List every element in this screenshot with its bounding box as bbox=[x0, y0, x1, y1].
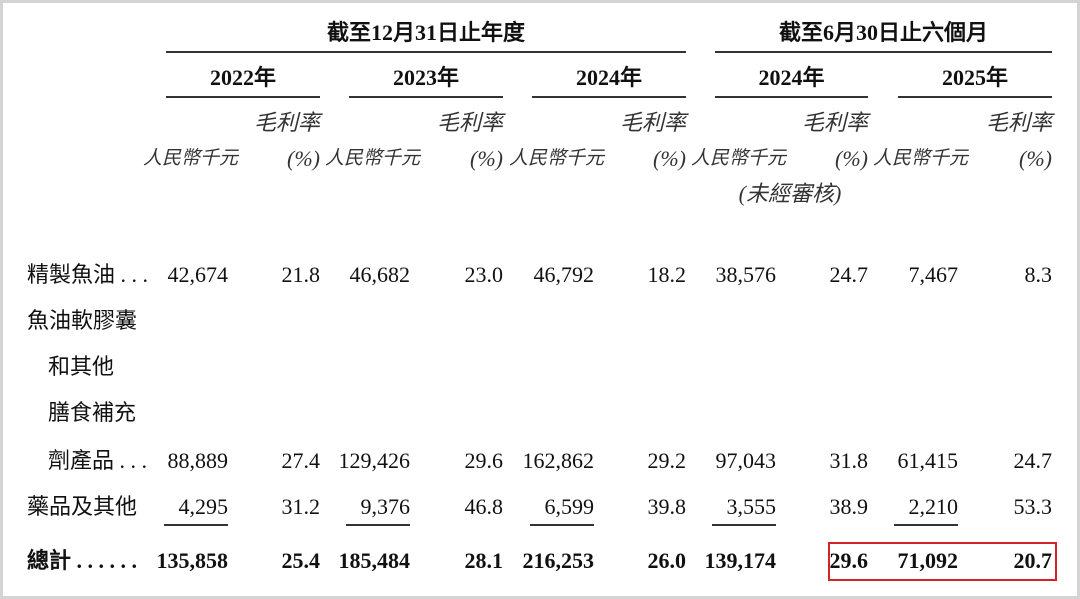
row-label: 藥品及其他 bbox=[27, 494, 138, 519]
year-rule bbox=[166, 96, 320, 98]
percent-label: (%) bbox=[287, 146, 320, 171]
amount-cell: 42,674 bbox=[167, 262, 229, 287]
row-label-line: 膳食補充 bbox=[48, 400, 137, 425]
margin-label: 毛利率 bbox=[436, 110, 503, 135]
amount-cell: 38,576 bbox=[715, 262, 777, 287]
highlight-box bbox=[828, 542, 1057, 581]
amount-label: 人民幣千元 bbox=[143, 148, 239, 169]
row-label-line: 和其他 bbox=[48, 354, 115, 379]
margin-cell: 21.8 bbox=[281, 262, 321, 287]
amount-cell: 6,599 bbox=[544, 494, 595, 519]
header-full-year: 截至12月31日止年度 bbox=[326, 20, 525, 45]
percent-label: (%) bbox=[1019, 146, 1052, 171]
margin-cell: 53.3 bbox=[1013, 494, 1053, 519]
margin-cell: 31.8 bbox=[829, 448, 869, 473]
amount-cell: 129,426 bbox=[338, 448, 411, 473]
year-rule bbox=[532, 96, 686, 98]
subtotal-rule bbox=[164, 524, 228, 526]
header-rule bbox=[166, 51, 686, 53]
amount-cell: 71,092 bbox=[897, 548, 959, 573]
margin-cell: 23.0 bbox=[464, 262, 504, 287]
margin-label: 毛利率 bbox=[985, 110, 1052, 135]
amount-cell: 46,682 bbox=[349, 262, 411, 287]
margin-cell: 26.0 bbox=[647, 548, 687, 573]
row-label: 總計 . . . . . . bbox=[27, 548, 138, 573]
amount-label: 人民幣千元 bbox=[691, 148, 787, 169]
amount-cell: 97,043 bbox=[715, 448, 777, 473]
margin-cell: 31.2 bbox=[281, 494, 321, 519]
year-rule bbox=[898, 96, 1052, 98]
year-header: 2022年 bbox=[209, 65, 276, 90]
amount-cell: 46,792 bbox=[533, 262, 595, 287]
subtotal-rule bbox=[346, 524, 410, 526]
percent-label: (%) bbox=[835, 146, 868, 171]
margin-cell: 24.7 bbox=[829, 262, 869, 287]
amount-cell: 4,295 bbox=[178, 494, 229, 519]
margin-cell: 29.2 bbox=[647, 448, 687, 473]
year-header: 2025年 bbox=[941, 65, 1008, 90]
margin-label: 毛利率 bbox=[801, 110, 868, 135]
header-rule bbox=[715, 51, 1052, 53]
amount-cell: 135,858 bbox=[156, 548, 229, 573]
amount-cell: 162,862 bbox=[522, 448, 595, 473]
margin-label: 毛利率 bbox=[253, 110, 320, 135]
amount-cell: 185,484 bbox=[338, 548, 411, 573]
margin-cell: 29.6 bbox=[464, 448, 504, 473]
subtotal-rule bbox=[894, 524, 958, 526]
amount-label: 人民幣千元 bbox=[873, 148, 969, 169]
amount-cell: 3,555 bbox=[726, 494, 777, 519]
row-label-line: 魚油軟膠囊 bbox=[27, 308, 138, 333]
amount-cell: 139,174 bbox=[704, 548, 777, 573]
amount-label: 人民幣千元 bbox=[509, 148, 605, 169]
margin-cell: 39.8 bbox=[647, 494, 687, 519]
year-header: 2024年 bbox=[575, 65, 642, 90]
amount-cell: 9,376 bbox=[360, 494, 411, 519]
margin-cell: 8.3 bbox=[1024, 262, 1053, 287]
amount-cell: 216,253 bbox=[522, 548, 595, 573]
percent-label: (%) bbox=[653, 146, 686, 171]
header-six-months: 截至6月30日止六個月 bbox=[778, 20, 988, 45]
margin-cell: 28.1 bbox=[464, 548, 504, 573]
year-rule bbox=[349, 96, 503, 98]
amount-cell: 2,210 bbox=[908, 494, 959, 519]
year-rule bbox=[715, 96, 868, 98]
row-label: 劑產品 . . . bbox=[48, 448, 148, 473]
subtotal-rule bbox=[530, 524, 594, 526]
margin-cell: 27.4 bbox=[281, 448, 321, 473]
year-header: 2023年 bbox=[392, 65, 459, 90]
margin-cell: 29.6 bbox=[829, 548, 869, 573]
row-label: 精製魚油 . . . bbox=[27, 262, 149, 287]
unaudited-label: (未經審核) bbox=[738, 181, 842, 206]
margin-label: 毛利率 bbox=[619, 110, 686, 135]
margin-cell: 24.7 bbox=[1013, 448, 1053, 473]
margin-cell: 18.2 bbox=[647, 262, 687, 287]
margin-cell: 38.9 bbox=[829, 494, 869, 519]
subtotal-rule bbox=[712, 524, 776, 526]
amount-cell: 61,415 bbox=[897, 448, 959, 473]
amount-cell: 88,889 bbox=[167, 448, 229, 473]
margin-cell: 25.4 bbox=[281, 548, 321, 573]
year-header: 2024年 bbox=[758, 65, 825, 90]
amount-cell: 7,467 bbox=[908, 262, 959, 287]
percent-label: (%) bbox=[470, 146, 503, 171]
amount-label: 人民幣千元 bbox=[325, 148, 421, 169]
margin-cell: 20.7 bbox=[1013, 548, 1053, 573]
margin-cell: 46.8 bbox=[464, 494, 504, 519]
